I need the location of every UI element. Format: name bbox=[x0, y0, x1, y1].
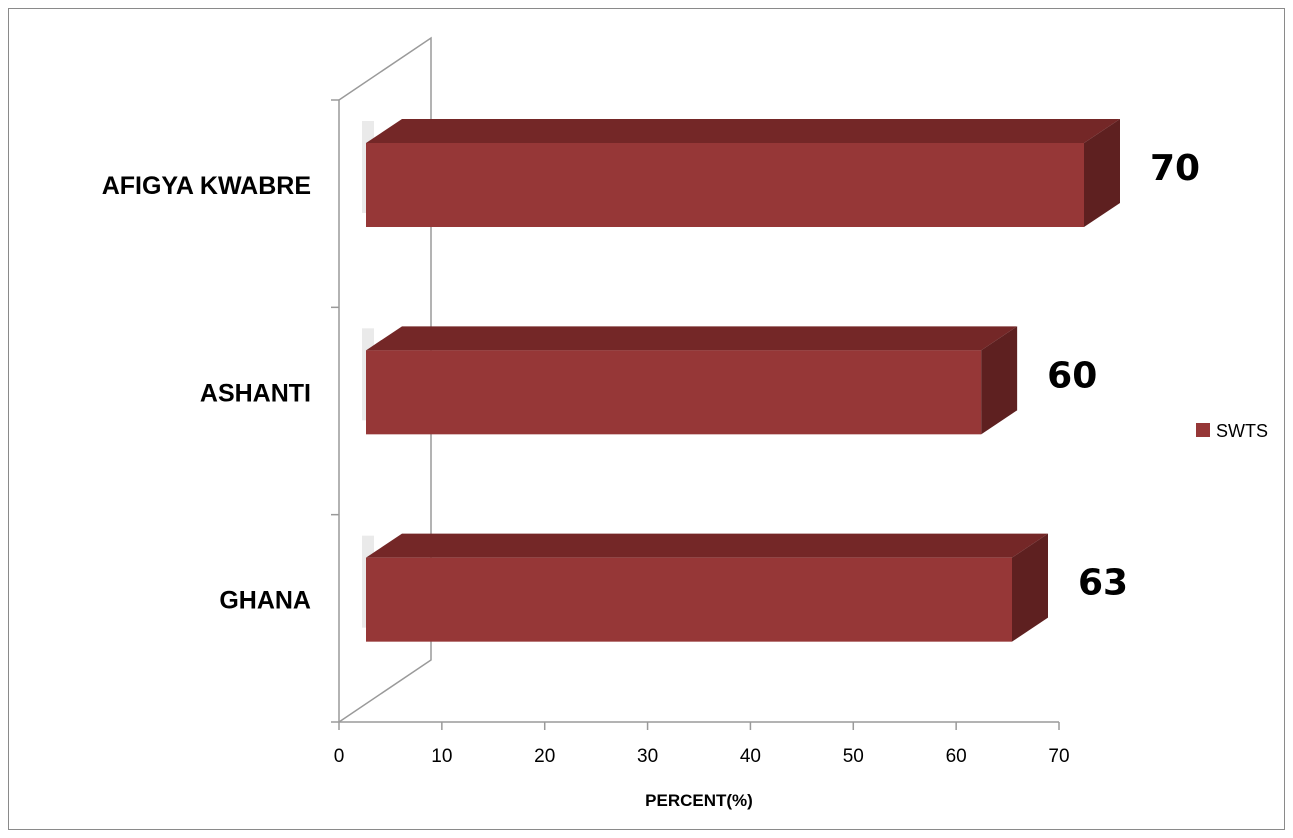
data-label: 63 bbox=[1078, 563, 1128, 604]
bar-top-face bbox=[366, 119, 1120, 143]
x-tick-label: 70 bbox=[1048, 746, 1069, 767]
x-tick-label: 0 bbox=[334, 746, 345, 767]
legend-swatch bbox=[1196, 423, 1210, 437]
bar-front-face bbox=[366, 350, 982, 435]
data-label: 70 bbox=[1150, 148, 1200, 189]
bar-top-face bbox=[366, 533, 1048, 558]
bar-front-face bbox=[366, 557, 1012, 642]
bar-top-face bbox=[366, 326, 1018, 351]
category-label: AFIGYA KWABRE bbox=[102, 172, 311, 200]
category-label: ASHANTI bbox=[200, 379, 311, 407]
legend: SWTS bbox=[1196, 421, 1268, 441]
bar-side-face bbox=[1084, 119, 1120, 227]
x-tick-label: 30 bbox=[637, 746, 658, 767]
x-axis-ticks: 0 10 20 30 40 50 60 70 bbox=[334, 722, 1070, 767]
bar bbox=[362, 119, 1120, 227]
bar-front-face bbox=[366, 143, 1084, 227]
category-labels: AFIGYA KWABRE ASHANTI GHANA bbox=[102, 172, 311, 615]
x-tick-label: 10 bbox=[431, 746, 452, 767]
x-axis-title: PERCENT(%) bbox=[645, 791, 753, 810]
data-labels: 70 60 63 bbox=[1047, 148, 1200, 604]
bar-side-face bbox=[1012, 533, 1048, 642]
legend-label: SWTS bbox=[1216, 421, 1268, 441]
x-tick-label: 20 bbox=[534, 746, 555, 767]
data-label: 60 bbox=[1047, 355, 1097, 396]
x-tick-label: 40 bbox=[740, 746, 761, 767]
y-axis-ticks bbox=[331, 99, 339, 723]
bar-side-face bbox=[981, 326, 1018, 435]
category-label: GHANA bbox=[219, 587, 311, 615]
bar bbox=[362, 533, 1048, 642]
bars bbox=[362, 119, 1120, 642]
x-tick-label: 50 bbox=[843, 746, 864, 767]
x-tick-label: 60 bbox=[946, 746, 967, 767]
bar bbox=[362, 326, 1018, 435]
